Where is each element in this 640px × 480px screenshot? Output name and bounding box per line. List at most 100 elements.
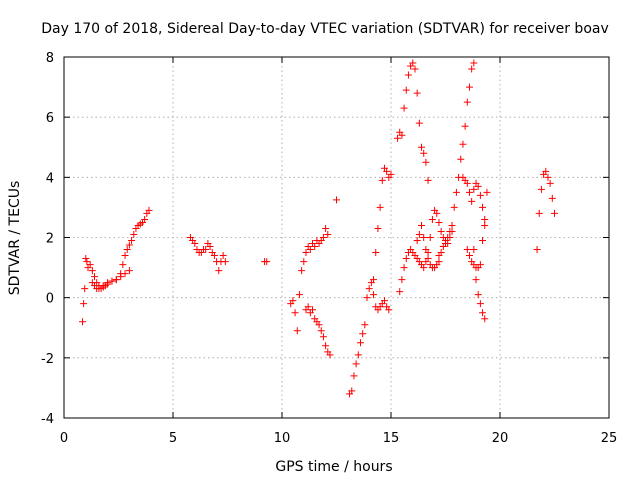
data-point xyxy=(206,243,214,251)
data-point xyxy=(95,285,103,293)
series-arc10 xyxy=(394,59,432,184)
data-point xyxy=(191,240,199,248)
data-point xyxy=(402,255,410,263)
data-point xyxy=(415,230,423,238)
data-point xyxy=(322,224,330,232)
data-point xyxy=(350,372,358,380)
data-point xyxy=(311,243,319,251)
series-arc14 xyxy=(459,173,489,323)
data-point xyxy=(465,252,473,260)
data-point xyxy=(470,246,478,254)
series-arc16 xyxy=(470,179,489,229)
data-point xyxy=(398,276,406,284)
data-point xyxy=(544,173,552,181)
data-point xyxy=(483,188,491,196)
data-point xyxy=(117,270,125,278)
series-arc13 xyxy=(435,59,478,260)
data-point xyxy=(376,203,384,211)
data-point xyxy=(88,267,96,275)
data-point xyxy=(448,221,456,229)
data-point xyxy=(108,277,116,285)
data-point xyxy=(533,246,541,254)
data-point xyxy=(322,342,330,350)
data-point xyxy=(83,258,91,266)
series-arc9 xyxy=(370,164,395,284)
x-axis-label: GPS time / hours xyxy=(275,459,392,475)
y-tick-label: -2 xyxy=(41,352,54,367)
series-arc4 xyxy=(261,258,271,266)
data-point xyxy=(289,297,297,305)
data-point xyxy=(104,279,112,287)
data-point xyxy=(548,194,556,202)
data-point xyxy=(356,339,364,347)
data-point xyxy=(387,170,395,178)
data-point xyxy=(306,246,314,254)
data-point xyxy=(394,134,402,142)
data-point xyxy=(537,185,545,193)
data-point xyxy=(372,249,380,257)
data-point xyxy=(398,131,406,139)
data-point xyxy=(326,351,334,359)
data-point xyxy=(418,221,426,229)
series-arc8 xyxy=(346,279,393,398)
data-point xyxy=(479,203,487,211)
series-arc17 xyxy=(533,167,558,254)
data-point xyxy=(370,276,378,284)
series-arc15 xyxy=(463,188,491,272)
data-point xyxy=(370,291,378,299)
data-point xyxy=(409,59,417,67)
series-arc5 xyxy=(287,224,332,335)
data-point xyxy=(535,209,543,217)
data-point xyxy=(551,209,558,217)
data-point xyxy=(141,215,149,223)
data-point xyxy=(309,306,317,314)
data-point xyxy=(433,209,441,217)
data-point xyxy=(374,224,382,232)
data-point xyxy=(119,261,127,269)
data-point xyxy=(221,258,229,266)
axis-ticks: 0 5 10 15 20 25 -4 -2 0 2 4 6 8 xyxy=(41,51,617,446)
data-point xyxy=(300,258,308,266)
data-point xyxy=(400,104,408,112)
data-point xyxy=(463,98,471,106)
data-point xyxy=(263,258,271,266)
data-point xyxy=(82,255,90,263)
data-point xyxy=(474,291,482,299)
x-tick-label: 10 xyxy=(274,431,291,446)
data-point xyxy=(99,282,107,290)
y-axis-label: SDTVAR / TECUs xyxy=(7,181,23,296)
data-point xyxy=(202,246,210,254)
data-point xyxy=(385,306,393,314)
data-point xyxy=(450,203,458,211)
series-arc12 xyxy=(413,221,443,272)
data-point xyxy=(365,285,373,293)
data-point xyxy=(474,182,482,190)
data-point xyxy=(319,333,327,341)
data-point xyxy=(463,246,471,254)
y-tick-label: -4 xyxy=(41,412,54,427)
data-point xyxy=(354,351,362,359)
data-point xyxy=(317,327,325,335)
data-point xyxy=(472,276,480,284)
data-point xyxy=(81,285,89,293)
x-tick-label: 25 xyxy=(601,431,618,446)
data-point xyxy=(333,196,340,204)
data-points xyxy=(79,59,558,398)
data-point xyxy=(468,65,476,73)
data-point xyxy=(457,155,465,163)
y-tick-label: 6 xyxy=(46,111,54,126)
data-point xyxy=(315,321,323,329)
data-point xyxy=(542,167,550,175)
data-point xyxy=(291,309,299,317)
data-point xyxy=(459,140,467,148)
data-point xyxy=(476,300,484,308)
data-point xyxy=(428,215,436,223)
y-tick-label: 0 xyxy=(46,292,54,307)
data-point xyxy=(481,221,489,229)
y-tick-label: 8 xyxy=(46,51,54,66)
data-point xyxy=(79,318,87,326)
data-point xyxy=(128,237,136,245)
data-point xyxy=(435,218,443,226)
data-point xyxy=(348,387,356,395)
